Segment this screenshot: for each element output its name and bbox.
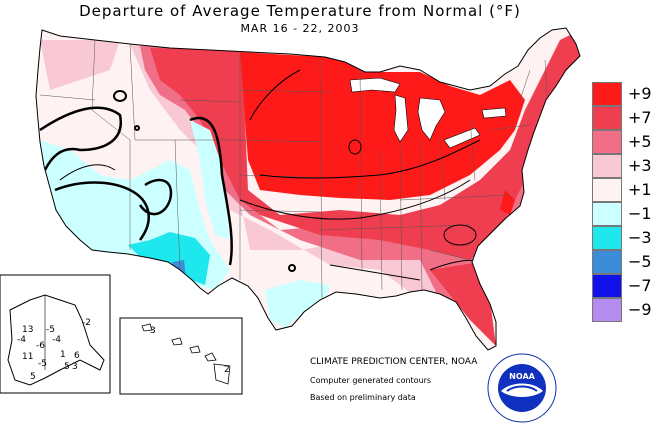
alaska-label: -5 [46,325,55,335]
alaska-label: -4 [17,335,26,345]
legend-label: +1 [628,180,652,199]
alaska-label: -6 [36,341,45,351]
alaska-label: 5 [30,372,36,382]
alaska-label: 3 [72,362,78,372]
hawaii-label: 3 [150,326,156,336]
alaska-label: 1 [60,350,66,360]
legend-label: +5 [628,132,652,151]
legend-label: −1 [628,204,652,223]
conus-map [35,27,581,351]
alaska-label: 5 [64,362,70,372]
legend-swatch [592,178,622,202]
legend-swatch [592,82,622,106]
legend-swatch [592,250,622,274]
legend-swatch [592,106,622,130]
legend-label: −9 [628,300,652,319]
credit-line-1: Computer generated contours [310,376,432,385]
legend-swatch [592,298,622,322]
map-subtitle: MAR 16 - 22, 2003 [240,22,360,35]
hawaii-label: 2 [224,365,230,375]
alaska-label: -2 [82,318,91,328]
alaska-inset: -2 13 -5 -4 -4 -6 11 1 6 -5 5 3 5 [0,274,111,394]
hawaii-inset: 3 2 [119,317,243,395]
legend-swatch [592,130,622,154]
legend-swatch [592,154,622,178]
legend-label: +7 [628,108,652,127]
alaska-label: 11 [22,352,33,362]
legend-label: −3 [628,228,652,247]
legend-label: −5 [628,252,652,271]
legend-swatch [592,226,622,250]
legend-swatch [592,202,622,226]
alaska-label: 6 [74,351,80,361]
noaa-logo: NOAA [487,353,557,423]
noaa-logo-text: NOAA [509,372,535,381]
contour-lines [39,69,481,281]
alaska-label: -5 [38,359,47,369]
legend-label: +3 [628,156,652,175]
legend-label: −7 [628,276,652,295]
credit-line-2: Based on preliminary data [310,393,416,402]
alaska-label: 13 [22,325,33,335]
map-title: Departure of Average Temperature from No… [79,2,521,20]
alaska-label: -4 [52,335,61,345]
credit-center: CLIMATE PREDICTION CENTER, NOAA [310,357,478,367]
legend-swatch [592,274,622,298]
legend-label: +9 [628,84,652,103]
